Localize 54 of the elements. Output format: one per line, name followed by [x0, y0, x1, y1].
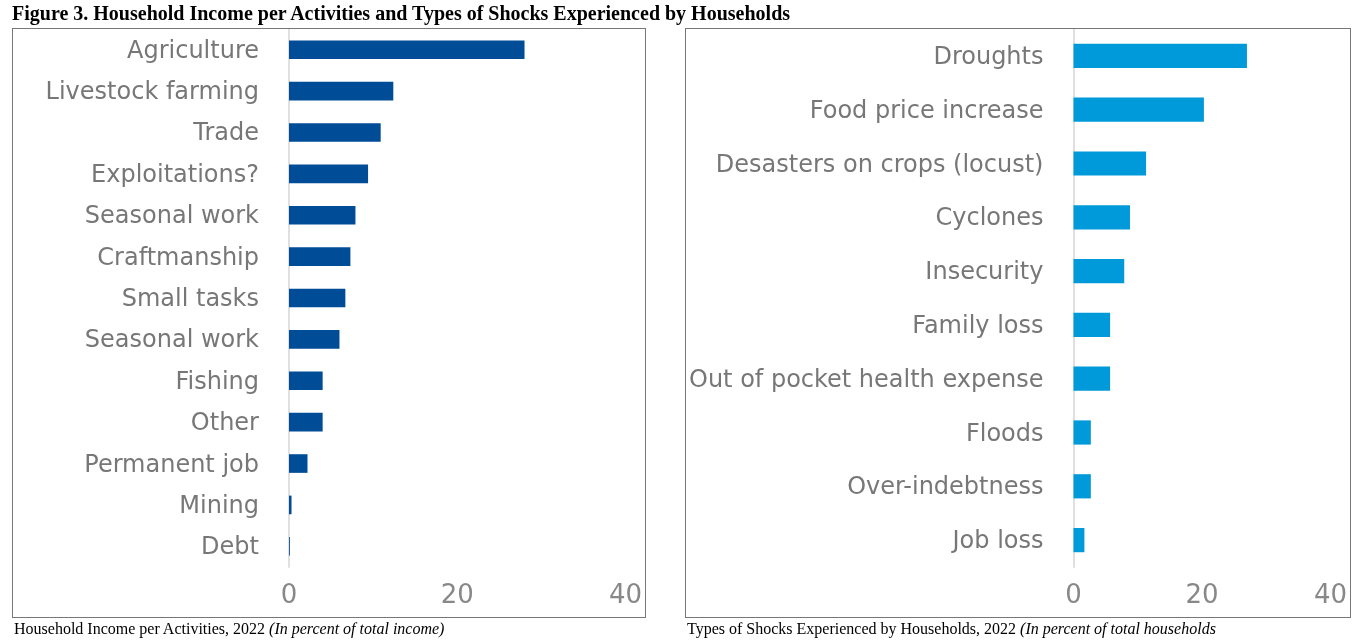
bar: [289, 247, 351, 266]
bar: [289, 81, 394, 101]
bar: [1073, 312, 1111, 338]
bar: [289, 330, 340, 349]
y-tick-label: Droughts: [933, 41, 1044, 70]
y-tick-label: Family loss: [912, 310, 1044, 339]
y-tick-label: Craftmanship: [97, 242, 259, 271]
bar: [1073, 474, 1091, 499]
y-tick-label: Exploitations?: [91, 159, 259, 188]
y-tick-label: Agriculture: [127, 35, 259, 64]
y-tick-label: Over-indebtness: [847, 472, 1044, 501]
y-tick-label: Cyclones: [935, 203, 1044, 232]
bar: [1073, 151, 1147, 176]
y-tick-label: Trade: [192, 118, 259, 147]
bar: [289, 205, 356, 225]
x-tick-label: 0: [280, 579, 298, 609]
y-tick-label: Desasters on crops (locust): [715, 149, 1044, 178]
bar: [1073, 43, 1247, 69]
y-tick-label: Fishing: [175, 366, 259, 395]
y-tick-label: Job loss: [950, 526, 1044, 555]
x-tick-label: 20: [1185, 579, 1219, 609]
bar: [1073, 420, 1091, 445]
chart-title: Figure 3. Household Income per Activities and Types of Shocks Experienced by Households: [12, 2, 791, 25]
y-tick-label: Small tasks: [121, 284, 259, 312]
bar: [289, 164, 369, 184]
x-tick-label: 0: [1065, 579, 1082, 609]
bar: [289, 288, 346, 308]
x-tick-label: 40: [1313, 579, 1347, 609]
y-tick-label: Seasonal work: [84, 201, 260, 230]
y-tick-label: Livestock farming: [45, 77, 259, 106]
y-tick-label: Mining: [179, 490, 259, 519]
bar: [1073, 205, 1131, 230]
x-tick-label: 20: [440, 579, 474, 609]
y-tick-label: Seasonal work: [84, 325, 260, 354]
text: Household Income per Activities, 2022 (In percent of total income): [14, 620, 445, 638]
bar: [289, 412, 323, 432]
bar: [289, 123, 381, 142]
bar: [1073, 528, 1085, 553]
y-tick-label: Other: [190, 408, 260, 437]
y-tick-label: Out of pocket health expense: [688, 364, 1044, 393]
bar: [289, 454, 308, 473]
y-tick-label: Debt: [201, 532, 259, 561]
x-tick-label: 40: [608, 579, 642, 609]
y-tick-label: Food price increase: [809, 95, 1044, 124]
y-tick-label: Insecurity: [925, 257, 1044, 286]
bar: [1073, 97, 1204, 122]
bar: [1073, 259, 1125, 284]
y-tick-label: Permanent job: [84, 449, 259, 478]
bar: [1073, 366, 1111, 391]
bar: [289, 371, 323, 391]
y-tick-label: Floods: [965, 418, 1044, 447]
text: Types of Shocks Experienced by Households, 2022 (In percent of total households: [687, 620, 1216, 638]
bar: [289, 40, 525, 59]
bar: [289, 495, 292, 515]
